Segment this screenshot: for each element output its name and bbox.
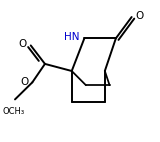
Text: O: O [136, 11, 144, 21]
Text: OCH₃: OCH₃ [2, 106, 24, 115]
Text: O: O [19, 39, 27, 49]
Text: HN: HN [64, 32, 80, 42]
Text: O: O [20, 77, 28, 87]
